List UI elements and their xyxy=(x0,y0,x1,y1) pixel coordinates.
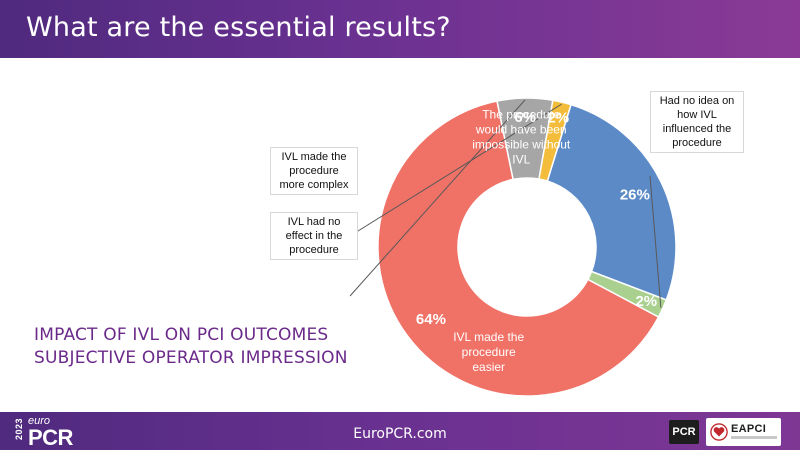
callout-line: procedure xyxy=(289,165,339,177)
slice-the-procedure-would-have-been-impossible-without-ivl xyxy=(546,103,677,301)
eapci-logo: EAPCI xyxy=(706,418,781,446)
slice-had-no-idea-on-how-ivl-influenced-the-procedure xyxy=(586,270,668,318)
callout-line: IVL made the xyxy=(281,151,347,163)
value-label-ivl-made-the-procedure-easier: 64% xyxy=(416,311,446,328)
europcr-logo: 2023 euro PCR xyxy=(14,415,84,450)
callout-line: procedure xyxy=(289,244,339,256)
callout-more-complex: IVL made the procedure more complex xyxy=(270,147,358,195)
callout-line: influenced the xyxy=(662,123,732,135)
value-label-ivl-had-no-effect-in-the-procedure: 6% xyxy=(514,109,536,126)
brand-pcr: PCR xyxy=(28,425,73,450)
callout-line: procedure xyxy=(672,137,722,149)
slide-title: What are the essential results? xyxy=(26,12,451,43)
callout-leader-lines xyxy=(349,99,662,308)
impact-heading: IMPACT OF IVL ON PCI OUTCOMES SUBJECTIVE… xyxy=(34,324,348,370)
category-label-line: would have been xyxy=(475,123,567,137)
leader-line-had-no-idea-on-how-ivl-influenced-the-procedure xyxy=(649,175,662,308)
category-label-line: IVL xyxy=(512,153,530,167)
callout-no-idea: Had no idea on how IVL influenced the proce… xyxy=(650,91,744,153)
heart-icon xyxy=(710,423,728,441)
callout-line: effect in the xyxy=(285,230,343,242)
eapci-label: EAPCI xyxy=(731,423,767,435)
category-label-line: easier xyxy=(472,360,505,374)
category-label-line: The procedure xyxy=(482,108,560,122)
callout-no-effect: IVL had no effect in the procedure xyxy=(270,212,358,260)
pcr-logo: PCR xyxy=(669,420,699,444)
category-label-line: IVL made the xyxy=(453,330,524,344)
impact-line-2: SUBJECTIVE OPERATOR IMPRESSION xyxy=(34,348,348,368)
impact-line-1: IMPACT OF IVL ON PCI OUTCOMES xyxy=(34,325,329,345)
leader-line-ivl-made-the-procedure-more-complex xyxy=(349,103,562,237)
category-label-line: impossible without xyxy=(472,138,571,152)
callout-line: more complex xyxy=(279,179,349,191)
slide-header: What are the essential results? xyxy=(0,0,800,58)
value-label-ivl-made-the-procedure-more-complex: 2% xyxy=(547,110,569,127)
category-label-line: procedure xyxy=(462,345,516,359)
value-label-the-procedure-would-have-been-impossible-without-ivl: 26% xyxy=(620,186,650,203)
leader-line-ivl-had-no-effect-in-the-procedure xyxy=(349,99,526,297)
callout-line: Had no idea on xyxy=(659,95,735,107)
slide-footer: 2023 euro PCR EuroPCR.com xyxy=(0,412,800,450)
brand-euro: euro xyxy=(28,415,51,427)
callout-line: IVL had no xyxy=(287,216,341,228)
eapci-subtitle xyxy=(731,436,777,439)
footer-url: EuroPCR.com xyxy=(353,426,447,442)
callout-line: how IVL xyxy=(677,109,717,121)
value-label-had-no-idea-on-how-ivl-influenced-the-procedure: 2% xyxy=(635,293,657,310)
